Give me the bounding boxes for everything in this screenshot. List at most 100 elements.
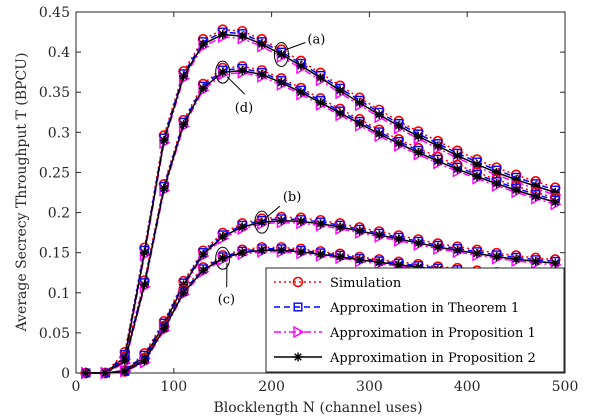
data-point xyxy=(296,87,306,97)
data-point xyxy=(452,164,462,174)
data-point xyxy=(198,39,208,49)
data-point xyxy=(237,66,247,76)
legend-marker xyxy=(292,276,304,288)
data-point xyxy=(394,139,404,149)
annotation-leader xyxy=(265,205,281,219)
data-point xyxy=(492,179,502,189)
legend: Simulation Approximation in Theorem 1 Appr… xyxy=(265,267,565,373)
data-point xyxy=(179,288,189,298)
data-point xyxy=(139,356,149,366)
data-point xyxy=(139,248,149,258)
data-point xyxy=(276,245,286,255)
annotation-ellipse xyxy=(215,246,231,270)
legend-item: Approximation in Proposition 2 xyxy=(274,351,536,366)
data-point xyxy=(316,98,325,108)
x-tick-label: 500 xyxy=(552,379,579,395)
data-point xyxy=(218,232,228,242)
axes: 0 100 200 300 400 500 0 0.05 0.1 0.15 0.2 0.25 0.3 0.… xyxy=(39,5,579,395)
legend-label: Approximation in Proposition 1 xyxy=(329,326,536,341)
annotation-ellipse xyxy=(254,210,270,234)
x-axis-label: Blocklength N (channel uses) xyxy=(213,400,422,416)
data-point xyxy=(257,39,267,49)
data-point xyxy=(413,131,423,141)
data-point xyxy=(218,67,228,77)
y-tick-label: 0.4 xyxy=(48,45,70,61)
annotation-label: (c) xyxy=(218,292,235,307)
data-point xyxy=(316,219,325,229)
data-point xyxy=(472,159,482,169)
data-point xyxy=(394,234,404,244)
data-point xyxy=(550,197,560,207)
data-point xyxy=(374,257,384,267)
y-tick-label: 0.25 xyxy=(39,165,70,181)
plot-area xyxy=(80,24,562,380)
data-point xyxy=(198,83,208,93)
data-point xyxy=(335,86,345,96)
x-tick-label: 100 xyxy=(160,379,187,395)
data-point xyxy=(413,238,423,248)
x-tick-label: 200 xyxy=(258,379,285,395)
data-point xyxy=(296,61,306,71)
data-point xyxy=(355,255,365,265)
y-tick-label: 0.35 xyxy=(39,85,70,101)
data-point xyxy=(433,141,443,151)
data-point xyxy=(492,252,502,262)
data-point xyxy=(472,171,482,181)
data-point xyxy=(472,248,482,258)
data-point xyxy=(433,156,443,166)
y-tick-label: 0.45 xyxy=(39,5,70,21)
data-point xyxy=(394,121,404,131)
y-tick-label: 0.3 xyxy=(48,125,70,141)
data-point xyxy=(335,222,345,232)
data-point xyxy=(237,31,247,41)
data-point xyxy=(296,247,306,257)
data-point xyxy=(511,185,521,195)
annotation-label: (b) xyxy=(283,190,301,205)
data-point xyxy=(355,119,365,129)
y-tick-label: 0 xyxy=(61,366,70,382)
annotation-leader xyxy=(285,42,306,51)
data-point xyxy=(335,252,345,262)
data-point xyxy=(452,151,462,161)
data-point xyxy=(531,256,541,266)
data-point xyxy=(433,242,443,252)
data-point xyxy=(374,230,384,240)
data-point xyxy=(179,119,189,129)
legend-label: Simulation xyxy=(330,276,402,291)
data-point xyxy=(355,98,365,108)
data-point xyxy=(237,222,247,232)
legend-item: Simulation xyxy=(274,276,402,291)
plot-frame xyxy=(75,11,566,374)
data-point xyxy=(276,78,286,88)
data-point xyxy=(257,70,267,80)
data-point xyxy=(257,245,267,255)
data-point xyxy=(218,29,228,39)
legend-box xyxy=(265,267,565,373)
data-point xyxy=(100,368,110,378)
y-tick-label: 0.05 xyxy=(39,326,70,342)
data-point xyxy=(276,50,286,60)
data-point xyxy=(413,147,423,157)
data-point xyxy=(139,280,149,290)
data-point xyxy=(452,245,462,255)
y-axis-label: Average Secrecy Throughput T (BPCU) xyxy=(14,53,30,333)
legend-item: Approximation in Proposition 1 xyxy=(274,325,536,341)
annotation-label: (a) xyxy=(307,33,325,48)
data-point xyxy=(198,249,208,259)
legend-label: Approximation in Proposition 2 xyxy=(329,351,536,366)
data-point xyxy=(374,129,384,139)
data-point xyxy=(355,226,365,236)
legend-marker xyxy=(293,352,303,362)
y-tick-label: 0.15 xyxy=(39,246,70,262)
data-point xyxy=(237,248,247,258)
data-point xyxy=(531,192,541,202)
data-point xyxy=(335,108,345,118)
data-point xyxy=(159,135,169,145)
data-point xyxy=(120,356,130,366)
data-point xyxy=(276,216,286,226)
data-point xyxy=(81,368,91,378)
data-point xyxy=(218,253,228,263)
annotations: (a) (d) (b) (c) xyxy=(215,33,325,307)
data-point xyxy=(159,324,169,334)
